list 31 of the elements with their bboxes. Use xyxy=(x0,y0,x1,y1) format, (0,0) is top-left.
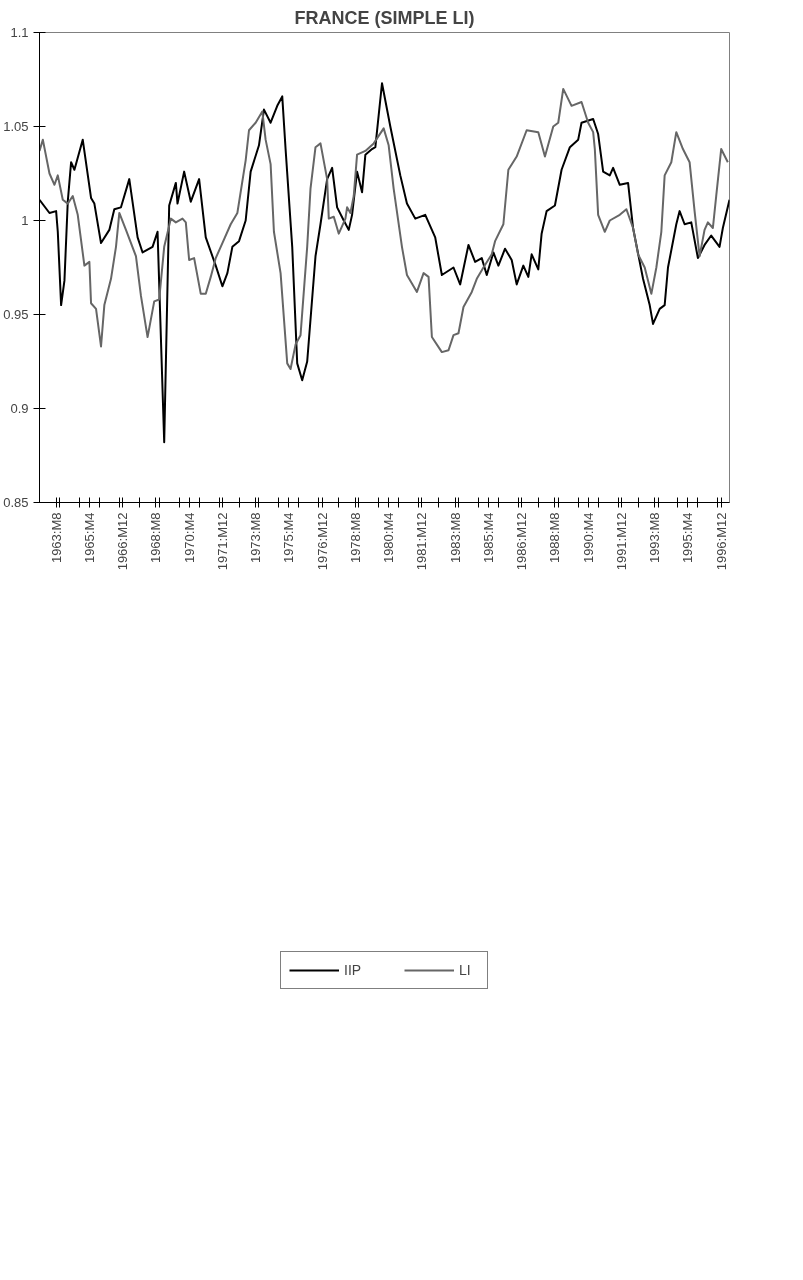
x-tick-label: 1978:M8 xyxy=(347,512,363,564)
legend-label: LI xyxy=(459,962,472,978)
legend-label: IIP xyxy=(344,962,363,978)
line-series xyxy=(39,87,729,371)
y-tick-label: 0.85 xyxy=(3,495,29,510)
x-tick-label: 1983:M8 xyxy=(447,512,463,564)
x-tick-label: 1986:M12 xyxy=(514,512,530,571)
y-tick-label: 1.05 xyxy=(3,119,29,134)
x-tick-label: 1981:M12 xyxy=(414,512,430,571)
x-tick-label: 1970:M4 xyxy=(181,512,197,564)
y-tick-label: 1 xyxy=(21,213,29,228)
x-tick-label: 1965:M4 xyxy=(81,512,97,564)
chart-title: FRANCE (SIMPLE LI) xyxy=(294,7,475,28)
x-tick-label: 1971:M12 xyxy=(214,512,230,571)
x-tick-label: 1963:M8 xyxy=(48,512,64,564)
y-tick-label: 1.1 xyxy=(10,25,29,40)
x-tick-label: 1993:M8 xyxy=(647,512,663,564)
x-tick-label: 1968:M8 xyxy=(148,512,164,564)
x-tick-label: 1990:M4 xyxy=(580,512,596,564)
x-tick-label: 1995:M4 xyxy=(680,512,696,564)
x-tick-label: 1975:M4 xyxy=(281,512,297,564)
x-tick-label: 1973:M8 xyxy=(248,512,264,564)
x-tick-label: 1988:M8 xyxy=(547,512,563,564)
x-tick-label: 1996:M12 xyxy=(713,512,729,571)
x-tick-label: 1985:M4 xyxy=(480,512,496,564)
x-tick-label: 1980:M4 xyxy=(381,512,397,564)
y-tick-label: 0.9 xyxy=(10,401,29,416)
y-tick-label: 0.95 xyxy=(3,307,29,322)
x-tick-label: 1991:M12 xyxy=(613,512,629,571)
x-tick-label: 1976:M12 xyxy=(314,512,330,571)
x-tick-label: 1966:M12 xyxy=(115,512,131,571)
